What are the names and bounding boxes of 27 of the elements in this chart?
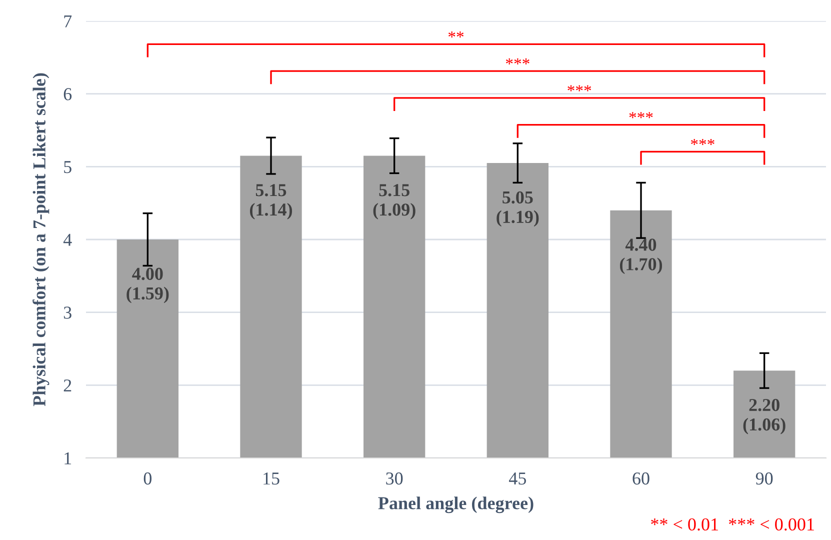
y-axis-title: Physical comfort (on a 7-point Likert scale) — [32, 73, 50, 406]
y-tick-label: 3 — [64, 306, 72, 319]
annotation: ** — [448, 31, 464, 38]
data-label: 5.15 (1.14) — [250, 184, 292, 220]
y-tick-label: 1 — [64, 452, 72, 464]
annotation: *** — [506, 58, 530, 64]
x-tick-label: 30 — [386, 472, 403, 485]
x-tick-label: 90 — [756, 472, 773, 485]
y-tick-label: 4 — [63, 234, 72, 246]
data-label: 4.40 (1.70) — [620, 238, 662, 274]
y-tick-label: 6 — [64, 88, 72, 100]
x-axis-title: Panel angle (degree) — [378, 496, 534, 514]
annotation: *** — [690, 138, 714, 146]
y-tick-label: 7 — [64, 15, 72, 28]
y-tick-label: 2 — [64, 379, 72, 392]
annotation: *** — [629, 112, 653, 118]
x-tick-label: 15 — [264, 472, 280, 485]
data-label: 4.00 (1.59) — [126, 268, 169, 304]
annotation: *** — [568, 85, 592, 92]
x-tick-label: 0 — [144, 472, 152, 485]
x-tick-label: 45 — [508, 472, 526, 485]
data-label: 2.20 (1.06) — [743, 398, 786, 434]
x-tick-label: 60 — [632, 472, 650, 485]
text: ** < 0.01 *** < 0.001 — [651, 518, 814, 531]
data-label: 5.05 (1.19) — [496, 191, 539, 227]
y-tick-label: 5 — [64, 161, 72, 174]
data-label: 5.15 (1.09) — [373, 184, 416, 220]
